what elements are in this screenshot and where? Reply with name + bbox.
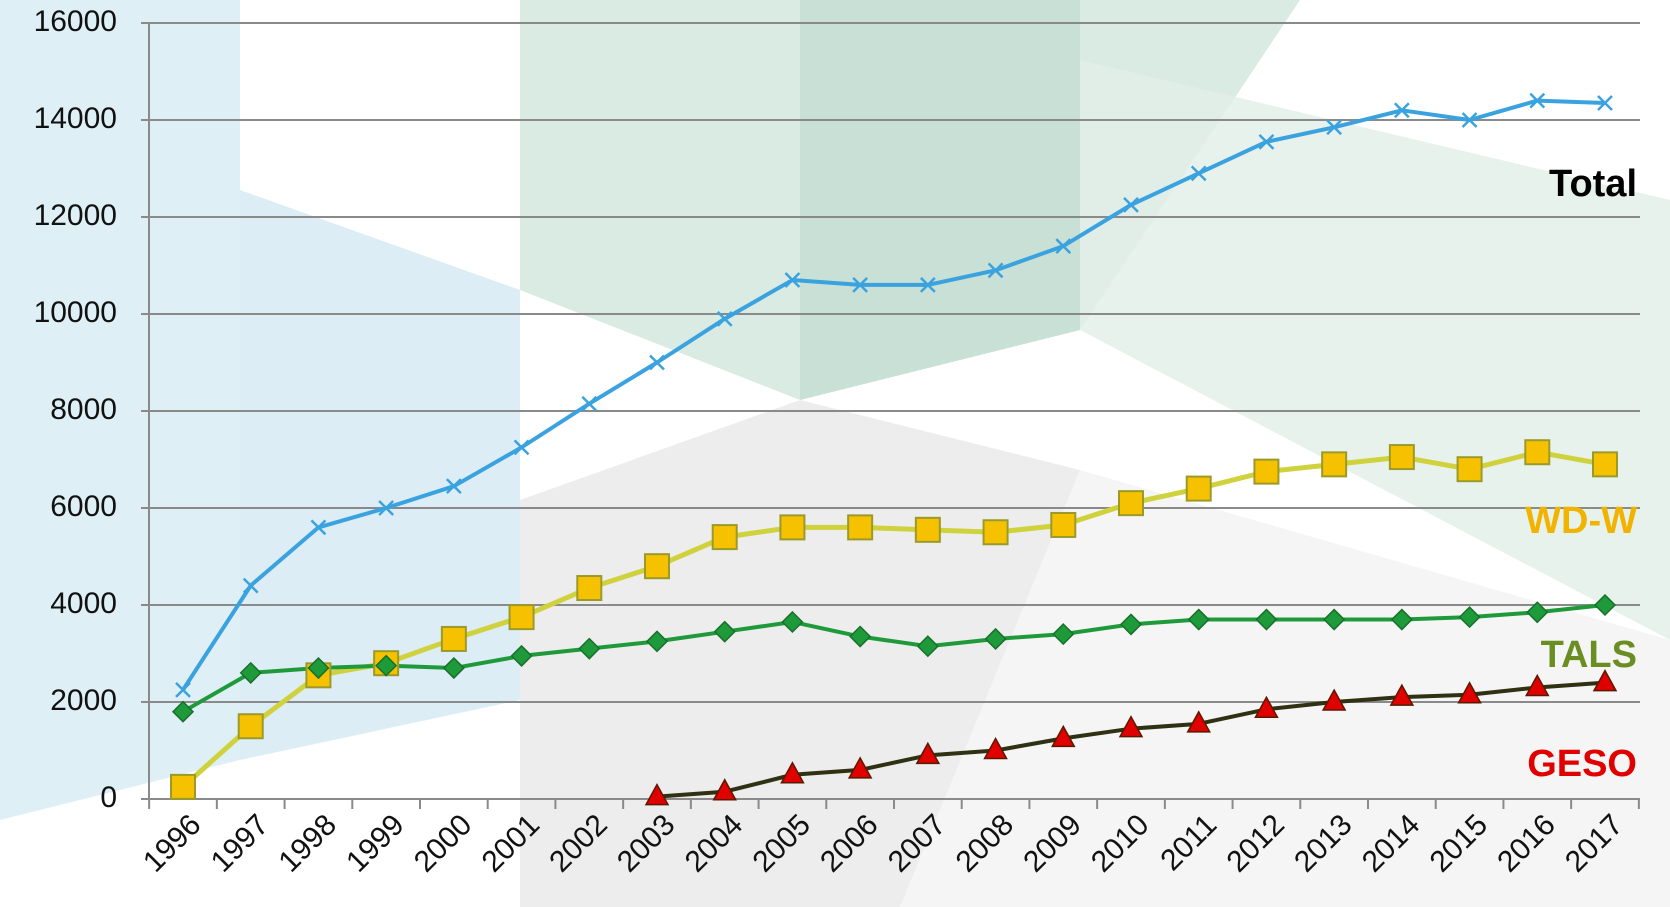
y-tick-label: 10000 (34, 296, 117, 329)
series-label: WD-W (1525, 500, 1637, 542)
marker-square (442, 627, 466, 651)
data-point (1390, 445, 1414, 469)
data-point (1458, 457, 1482, 481)
marker-square (1390, 445, 1414, 469)
data-point (582, 397, 596, 411)
marker-square (171, 775, 195, 799)
y-tick-label: 16000 (34, 5, 117, 38)
marker-square (1187, 477, 1211, 501)
y-tick-label: 2000 (50, 684, 117, 717)
data-point (1593, 452, 1617, 476)
page: {"chart_data": {"type": "line", "categor… (0, 0, 1670, 907)
data-point (577, 576, 601, 600)
marker-square (1525, 440, 1549, 464)
x-tick-label: 1999 (340, 808, 411, 879)
marker-square (577, 576, 601, 600)
data-point (1254, 460, 1278, 484)
y-tick-label: 12000 (34, 199, 117, 232)
data-point (650, 356, 664, 370)
marker-x (582, 397, 596, 411)
data-point (1322, 452, 1346, 476)
data-point (239, 714, 263, 738)
marker-square (645, 554, 669, 578)
marker-square (780, 515, 804, 539)
marker-square (1458, 457, 1482, 481)
series-label: GESO (1527, 743, 1637, 785)
marker-square (916, 518, 940, 542)
data-point (780, 515, 804, 539)
y-tick-label: 0 (100, 781, 117, 814)
x-tick-label: 1996 (137, 808, 208, 879)
y-tick-label: 6000 (50, 490, 117, 523)
x-tick-label: 1997 (205, 808, 276, 879)
series-label: TALS (1541, 634, 1637, 676)
data-point (171, 775, 195, 799)
chart: 0 2000 4000 6000 8000 10000 12000 14000 16000 199… (0, 0, 1670, 907)
marker-square (1051, 513, 1075, 537)
data-point (1119, 491, 1143, 515)
data-point (645, 554, 669, 578)
marker-x (650, 356, 664, 370)
y-tick-label: 4000 (50, 587, 117, 620)
data-point (1187, 477, 1211, 501)
x-tick-label: 2000 (408, 808, 479, 879)
data-point (713, 525, 737, 549)
marker-square (713, 525, 737, 549)
marker-square (239, 714, 263, 738)
data-point (442, 627, 466, 651)
data-point (984, 520, 1008, 544)
data-point (848, 515, 872, 539)
marker-square (1254, 460, 1278, 484)
y-tick-label: 8000 (50, 393, 117, 426)
marker-square (1593, 452, 1617, 476)
marker-square (984, 520, 1008, 544)
data-point (510, 605, 534, 629)
series-label: Total (1549, 163, 1637, 205)
marker-square (1119, 491, 1143, 515)
marker-square (848, 515, 872, 539)
data-point (1525, 440, 1549, 464)
x-tick-label: 1998 (272, 808, 343, 879)
data-point (916, 518, 940, 542)
marker-square (510, 605, 534, 629)
data-point (1051, 513, 1075, 537)
marker-square (1322, 452, 1346, 476)
y-tick-label: 14000 (34, 102, 117, 135)
